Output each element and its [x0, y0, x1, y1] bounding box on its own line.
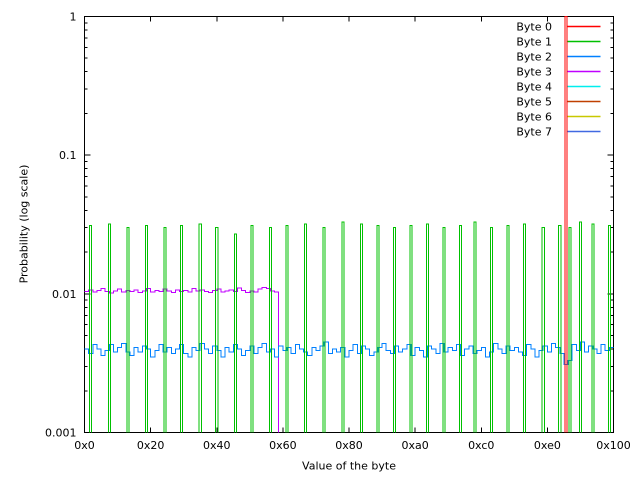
series-byte-0 — [564, 16, 568, 433]
y-tick-label: 0.01 — [52, 288, 77, 301]
y-tick-label: 0.1 — [59, 149, 77, 162]
y-axis-label: Probability (log scale) — [17, 164, 31, 284]
legend-entry: Byte 1 — [516, 36, 601, 49]
x-tick-label: 0x100 — [596, 439, 631, 452]
legend-entry: Byte 3 — [516, 66, 601, 79]
legend-entry: Byte 5 — [516, 96, 601, 109]
legend-entry: Byte 6 — [516, 111, 601, 124]
legend-label: Byte 6 — [516, 111, 552, 124]
x-axis-label: Value of the byte — [302, 459, 396, 473]
series-byte-3 — [84, 287, 280, 433]
legend-label: Byte 5 — [516, 96, 552, 109]
x-tick-label: 0x80 — [335, 439, 363, 452]
legend-label: Byte 7 — [516, 126, 552, 139]
series-byte-1 — [89, 221, 611, 433]
legend-label: Byte 2 — [516, 51, 552, 64]
legend-entry: Byte 0 — [516, 21, 601, 34]
legend-entry: Byte 2 — [516, 51, 601, 64]
legend-label: Byte 4 — [516, 81, 552, 94]
legend-entry: Byte 7 — [516, 126, 601, 139]
legend-entry: Byte 4 — [516, 81, 601, 94]
y-tick-label: 0.001 — [45, 427, 77, 440]
x-tick-label: 0xc0 — [468, 439, 494, 452]
x-tick-label: 0x40 — [203, 439, 231, 452]
legend-label: Byte 0 — [516, 21, 552, 34]
x-tick-label: 0xa0 — [402, 439, 429, 452]
x-tick-label: 0x0 — [74, 439, 95, 452]
legend-label: Byte 3 — [516, 66, 552, 79]
y-tick-label: 1 — [70, 11, 77, 24]
legend-label: Byte 1 — [516, 36, 552, 49]
x-tick-label: 0x60 — [269, 439, 297, 452]
x-tick-label: 0x20 — [137, 439, 165, 452]
x-tick-label: 0xe0 — [534, 439, 561, 452]
series-byte-2 — [84, 341, 614, 365]
